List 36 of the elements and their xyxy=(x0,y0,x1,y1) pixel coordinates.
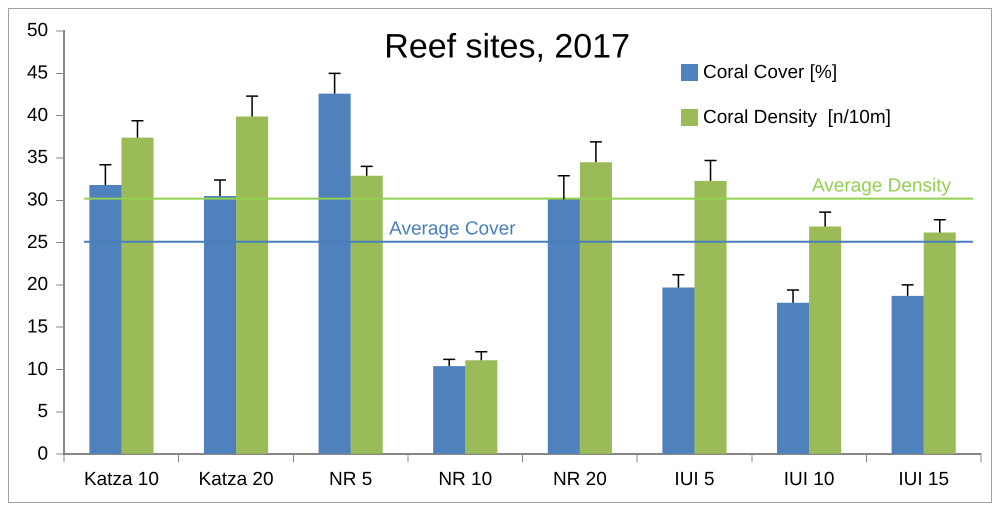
x-tick-label: IUI 15 xyxy=(898,468,950,490)
x-tick-label: IUI 10 xyxy=(784,468,834,490)
y-tick-label: 15 xyxy=(26,316,48,338)
bar xyxy=(121,138,154,454)
x-tick-label: NR 10 xyxy=(438,468,492,490)
chart-title: Reef sites, 2017 xyxy=(384,27,630,66)
x-tick-label: Katza 10 xyxy=(84,468,159,490)
bar xyxy=(465,360,498,454)
x-tick-label: IUI 5 xyxy=(674,468,715,490)
bar xyxy=(580,162,612,454)
ref-line-label: Average Cover xyxy=(389,218,516,240)
bar xyxy=(433,366,466,454)
bar xyxy=(350,176,383,454)
y-tick-label: 30 xyxy=(26,190,48,211)
y-tick-label: 50 xyxy=(26,20,48,42)
bar xyxy=(694,180,727,454)
bar xyxy=(809,226,842,454)
y-tick-label: 45 xyxy=(26,62,48,84)
bar xyxy=(662,287,694,454)
y-tick-label: 20 xyxy=(26,274,48,296)
x-tick-label: Katza 20 xyxy=(198,468,274,490)
ref-line-label: Average Density xyxy=(812,175,952,196)
x-tick-label: NR 5 xyxy=(329,468,372,490)
y-tick-label: 10 xyxy=(26,358,48,380)
y-tick-label: 40 xyxy=(26,104,48,126)
x-tick-label: NR 20 xyxy=(552,468,607,490)
bar xyxy=(924,232,956,454)
legend-label: Coral Cover [%] xyxy=(703,62,838,84)
y-tick-label: 35 xyxy=(26,147,48,168)
legend-label: Coral Density [n/10m] xyxy=(703,107,891,128)
bar xyxy=(236,116,268,454)
bar xyxy=(892,296,924,454)
y-tick-label: 0 xyxy=(38,443,48,464)
bar xyxy=(777,302,810,454)
y-tick-label: 5 xyxy=(38,401,48,422)
y-tick-label: 25 xyxy=(26,232,48,253)
